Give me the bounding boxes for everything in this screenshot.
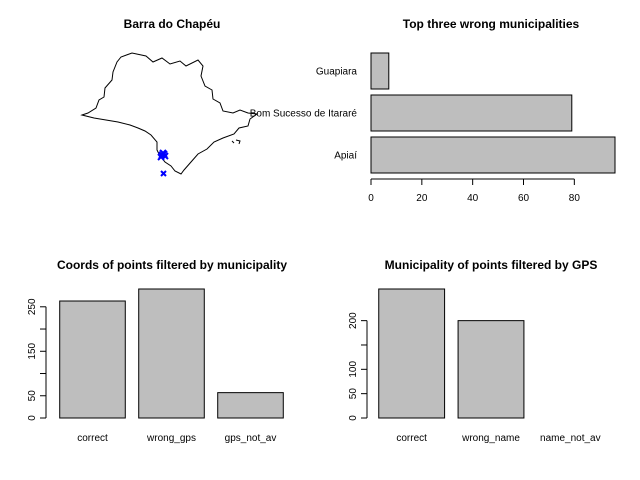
x-tick-label: 80	[569, 193, 581, 204]
point-marker	[160, 170, 167, 177]
chart-title: Coords of points filtered by municipalit…	[57, 258, 287, 272]
bar	[59, 300, 126, 419]
category-label: correct	[396, 433, 427, 444]
state-outline	[80, 52, 259, 175]
bar	[370, 136, 616, 174]
y-tick-label: 150	[27, 342, 38, 359]
map-title: Barra do Chapéu	[124, 17, 221, 31]
y-tick-label: 250	[27, 298, 38, 315]
coast-islet-1	[235, 139, 241, 145]
chart-title: Municipality of points filtered by GPS	[385, 258, 598, 272]
bar	[370, 52, 390, 90]
y-tick-label: 100	[348, 361, 359, 378]
x-tick-label: 0	[368, 193, 374, 204]
bar	[457, 320, 525, 419]
y-tick-label: 0	[27, 415, 38, 421]
category-label: Guapiara	[316, 67, 358, 78]
category-label: gps_not_av	[225, 433, 277, 444]
bar	[370, 94, 573, 132]
chart-title: Top three wrong municipalities	[403, 17, 580, 31]
bar	[378, 288, 446, 419]
x-tick-label: 60	[518, 193, 530, 204]
category-label: wrong_name	[461, 433, 520, 444]
y-tick-label: 0	[348, 415, 359, 421]
category-label: Apiaí	[334, 151, 357, 162]
category-label: wrong_gps	[146, 433, 196, 444]
bar	[138, 288, 205, 419]
category-label: Bom Sucesso de Itararé	[250, 109, 358, 120]
coords-filtered-chart: Coords of points filtered by municipalit…	[27, 258, 287, 444]
coast-islet-2	[231, 140, 235, 144]
x-tick-label: 20	[416, 193, 428, 204]
map-panel: Barra do Chapéu	[80, 17, 259, 177]
municipality-filtered-chart: Municipality of points filtered by GPS c…	[348, 258, 601, 444]
category-label: name_not_av	[540, 433, 601, 444]
point-markers	[157, 149, 169, 177]
x-tick-label: 40	[467, 193, 479, 204]
bar	[217, 392, 284, 419]
category-label: correct	[77, 433, 108, 444]
y-tick-label: 50	[27, 390, 38, 402]
point-marker	[159, 149, 167, 157]
wrong-municipalities-chart: Top three wrong municipalities Apiaí Bom …	[250, 17, 616, 204]
y-tick-label: 200	[348, 312, 359, 329]
y-tick-label: 50	[348, 388, 359, 400]
